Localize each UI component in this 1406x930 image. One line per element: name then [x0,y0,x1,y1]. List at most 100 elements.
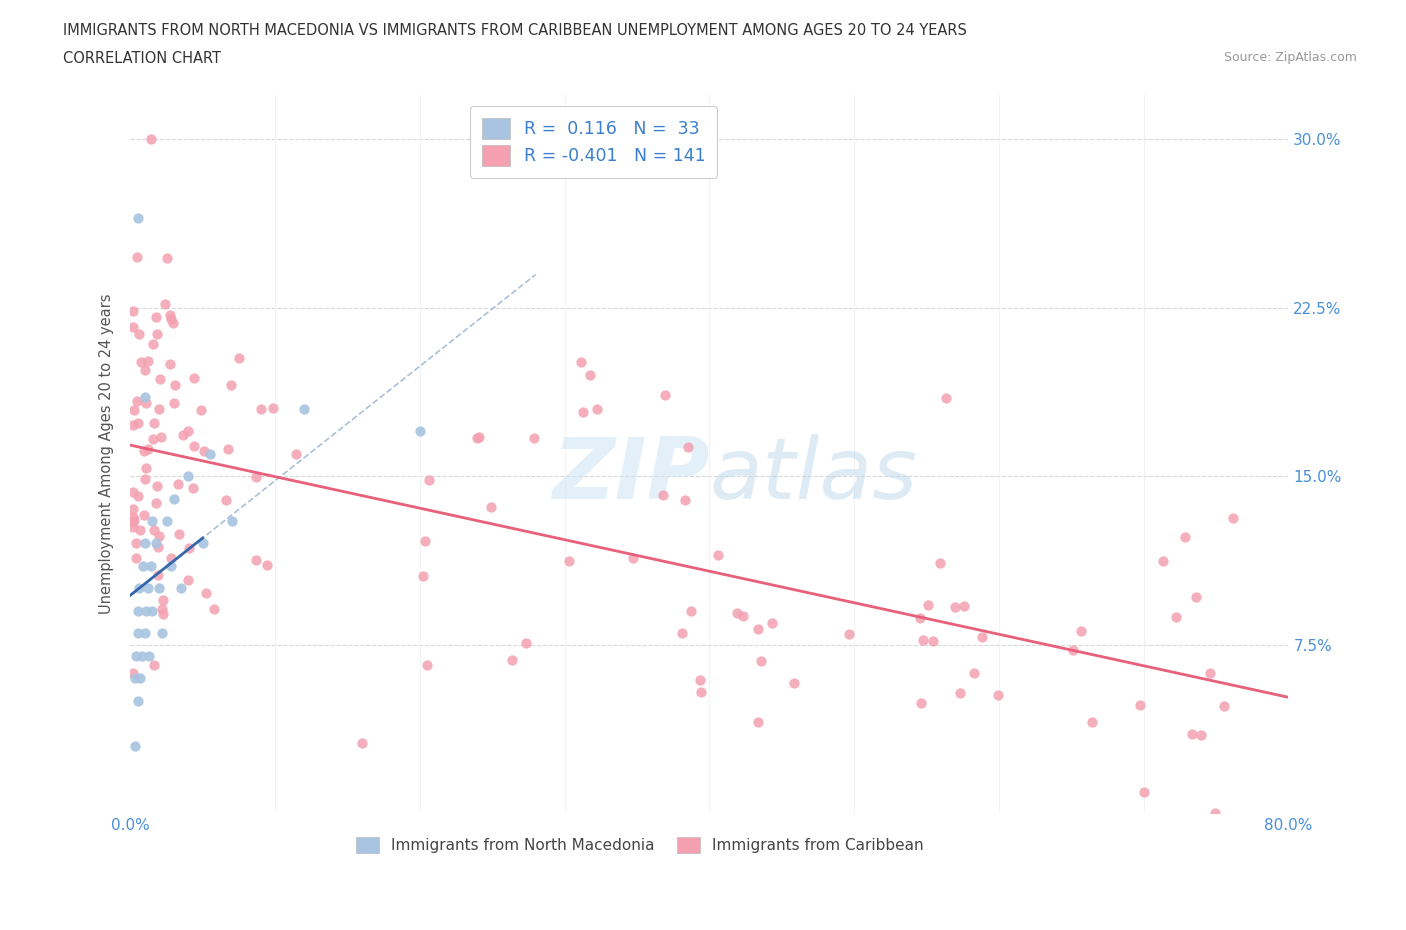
Point [124,738,146,753]
Point [141,513,163,528]
Point [725,606,748,621]
Point [125,393,148,408]
Text: ZIP: ZIP [551,433,710,517]
Point [177,469,200,484]
Point [139,131,162,146]
Point [585,402,607,417]
Point [150,626,173,641]
Point [679,604,702,618]
Point [1199,666,1222,681]
Point [418,472,440,487]
Point [183,439,205,454]
Point [558,554,581,569]
Point [501,653,523,668]
Point [141,604,163,618]
Point [190,403,212,418]
Point [125,648,148,663]
Point [195,585,218,600]
Point [262,400,284,415]
Point [515,635,537,650]
Point [350,736,373,751]
Point [129,671,152,685]
Point [292,401,315,416]
Point [285,446,308,461]
Point [138,648,160,663]
Point [124,536,146,551]
Point [217,442,239,457]
Point [127,210,149,225]
Point [136,353,159,368]
Point [910,695,932,710]
Point [1129,698,1152,712]
Point [163,491,186,506]
Text: Source: ZipAtlas.com: Source: ZipAtlas.com [1223,51,1357,64]
Point [122,512,145,527]
Point [707,548,730,563]
Point [135,604,157,618]
Point [160,559,183,574]
Point [673,492,696,507]
Point [152,606,174,621]
Point [132,444,155,458]
Point [170,581,193,596]
Point [569,354,592,369]
Point [929,555,952,570]
Point [413,534,436,549]
Point [134,363,156,378]
Point [131,648,153,663]
Point [908,611,931,626]
Point [127,626,149,641]
Point [465,431,488,445]
Point [129,354,152,369]
Point [1185,590,1208,604]
Point [761,616,783,631]
Point [127,604,149,618]
Point [142,658,165,672]
Point [172,428,194,443]
Point [125,551,148,565]
Point [245,470,267,485]
Point [139,559,162,574]
Point [1081,715,1104,730]
Point [690,684,713,699]
Point [949,686,972,701]
Point [155,513,177,528]
Point [124,671,146,685]
Point [145,496,167,511]
Point [127,488,149,503]
Point [163,396,186,411]
Point [987,687,1010,702]
Point [136,442,159,457]
Point [128,581,150,596]
Point [935,390,957,405]
Point [150,601,173,616]
Point [912,632,935,647]
Point [409,424,432,439]
Point [522,431,544,445]
Point [148,402,170,417]
Point [783,676,806,691]
Point [159,312,181,326]
Point [122,403,145,418]
Point [143,416,166,431]
Point [162,315,184,330]
Point [183,370,205,385]
Point [228,351,250,365]
Point [122,510,145,525]
Point [1069,623,1091,638]
Point [155,297,177,312]
Point [1222,511,1244,525]
Point [134,626,156,641]
Point [129,523,152,538]
Point [193,444,215,458]
Point [1189,728,1212,743]
Point [176,573,198,588]
Point [122,485,145,499]
Point [733,608,755,623]
Point [953,599,976,614]
Point [621,551,644,565]
Point [134,536,156,551]
Point [214,493,236,508]
Point [181,480,204,495]
Point [221,513,243,528]
